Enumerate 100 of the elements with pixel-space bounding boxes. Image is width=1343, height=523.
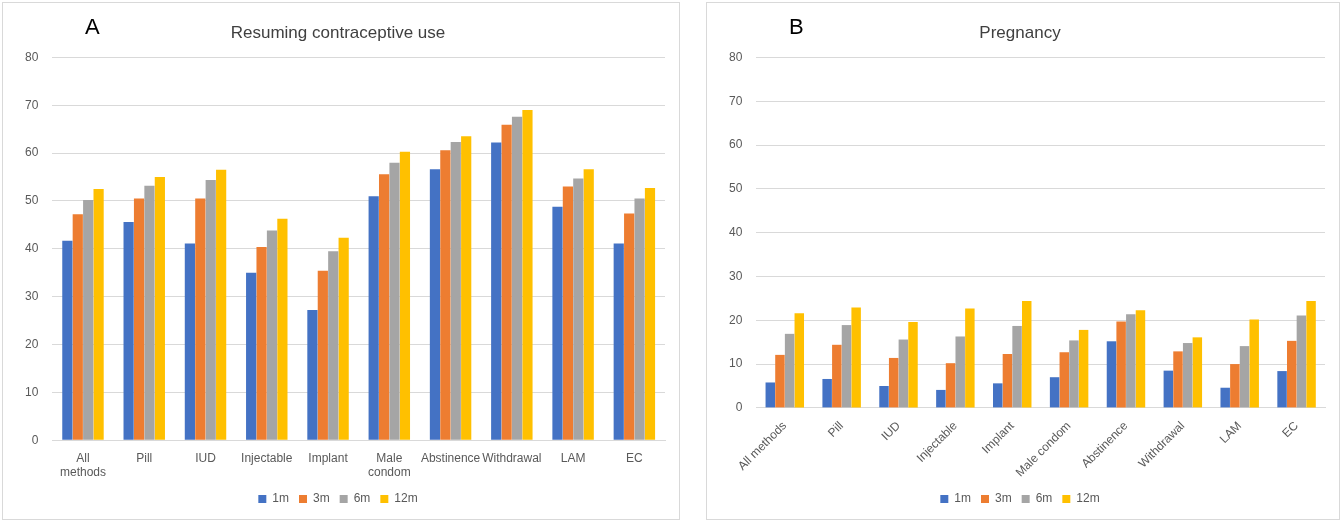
bar	[765, 382, 776, 408]
bar	[338, 237, 349, 440]
bar	[522, 110, 533, 440]
bar	[1078, 329, 1089, 408]
y-tick-label: 10	[728, 356, 743, 371]
x-tick-label: IUD	[878, 418, 904, 444]
legend-label: 6m	[1035, 491, 1053, 506]
bar	[945, 363, 956, 408]
y-tick-label: 70	[728, 93, 743, 108]
bar	[450, 142, 461, 440]
y-tick-label: 10	[24, 384, 39, 399]
y-tick-label: 40	[24, 241, 39, 256]
y-tick-label: 0	[735, 400, 743, 415]
bar	[794, 313, 805, 408]
bar	[898, 339, 909, 408]
bar	[1306, 300, 1316, 408]
bar	[307, 310, 318, 440]
legend-label: 1m	[272, 491, 289, 506]
y-tick-label: 50	[24, 193, 39, 208]
y-tick-label: 30	[24, 288, 39, 303]
bar	[613, 243, 624, 440]
y-tick-label: 20	[728, 312, 743, 327]
bar	[429, 169, 441, 440]
bar	[841, 325, 852, 408]
bar	[634, 198, 645, 440]
bar	[1220, 387, 1230, 408]
bar	[775, 354, 785, 408]
x-tick-label: EC	[626, 450, 644, 465]
bar	[389, 162, 400, 440]
bar	[83, 199, 94, 440]
bar	[1277, 371, 1287, 408]
bar	[1182, 343, 1193, 408]
bar	[832, 344, 842, 408]
bar	[1069, 340, 1079, 408]
legend-label: 6m	[353, 491, 371, 506]
y-tick-label: 60	[24, 145, 39, 160]
bar	[1192, 337, 1203, 408]
bar	[1059, 352, 1070, 408]
x-tick-label: IUD	[195, 450, 217, 465]
bar	[1106, 341, 1117, 408]
x-tick-label: Male condom	[367, 450, 411, 480]
bar	[552, 206, 563, 440]
y-tick-label: 60	[728, 137, 743, 152]
y-tick-label: 80	[24, 49, 39, 64]
bar	[879, 385, 889, 408]
y-tick-label: 30	[728, 268, 743, 283]
legend-label: 12m	[1076, 491, 1100, 506]
y-tick-label: 50	[728, 181, 743, 196]
bar	[379, 174, 390, 440]
bar	[784, 333, 795, 408]
y-tick-label: 80	[728, 49, 743, 64]
x-tick-label: Implant	[308, 450, 349, 465]
bar	[144, 185, 155, 440]
x-tick-label: Pill	[136, 450, 153, 465]
legend-label: 3m	[994, 491, 1012, 506]
x-tick-label: Pill	[824, 418, 847, 440]
bar	[62, 240, 73, 440]
bar	[317, 270, 328, 440]
bar	[1163, 370, 1174, 408]
bar	[562, 186, 573, 440]
bar	[266, 230, 278, 440]
bar	[461, 136, 472, 440]
bar	[154, 177, 165, 440]
bar	[1135, 310, 1146, 408]
bar	[1002, 354, 1013, 408]
bar	[246, 272, 257, 440]
bar	[908, 322, 918, 408]
bar	[93, 188, 104, 440]
x-tick-label: Injectable	[241, 450, 293, 465]
bar	[1012, 325, 1022, 408]
bar	[72, 214, 83, 440]
bar	[1126, 314, 1136, 408]
legend-label: 1m	[954, 491, 971, 506]
legend-label: 12m	[394, 491, 418, 506]
y-tick-label: 20	[24, 336, 39, 351]
bar	[277, 218, 288, 440]
bar	[583, 169, 594, 440]
bar	[888, 357, 899, 408]
x-tick-label: Abstinence	[420, 450, 481, 465]
bar	[624, 213, 635, 440]
y-tick-label: 0	[31, 432, 39, 447]
x-tick-label: EC	[1279, 418, 1302, 441]
bar	[399, 151, 411, 440]
bar	[1022, 300, 1032, 408]
bar	[511, 116, 523, 440]
bar	[644, 188, 656, 440]
bar	[216, 169, 227, 440]
bar	[133, 198, 145, 440]
y-tick-label: 70	[24, 97, 39, 112]
x-tick-label: Withdrawal	[482, 450, 542, 465]
bar	[1239, 346, 1250, 408]
bar	[123, 222, 134, 440]
x-tick-label: All methods	[59, 450, 106, 480]
bar	[501, 124, 512, 440]
bar	[328, 251, 339, 440]
bar	[965, 308, 975, 408]
bar	[1249, 319, 1259, 408]
y-tick-label: 40	[728, 224, 743, 239]
bar	[1116, 321, 1126, 408]
bar	[822, 378, 832, 408]
